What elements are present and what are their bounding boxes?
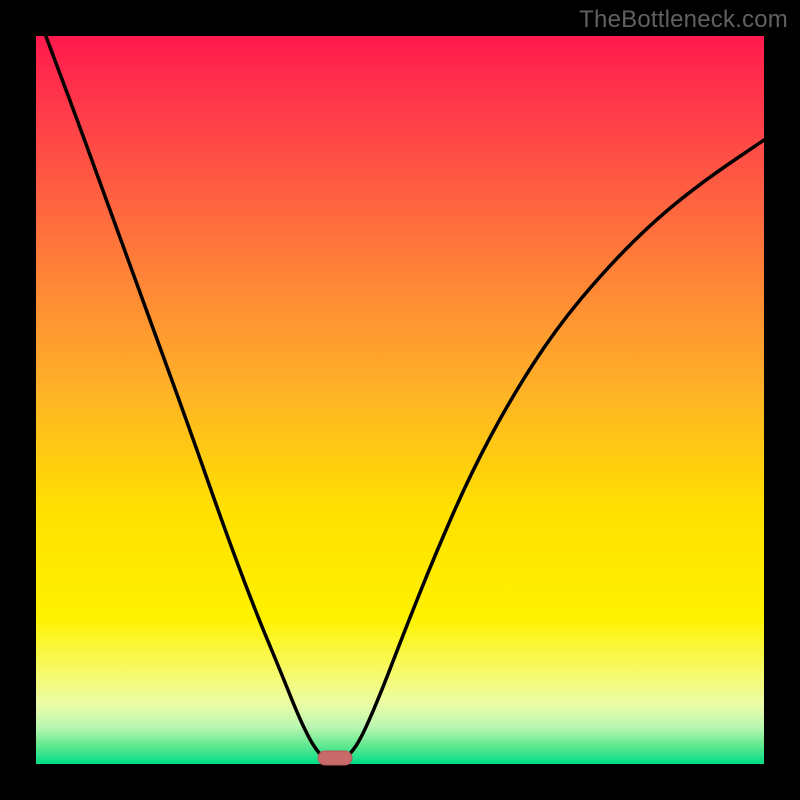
optimal-marker [318, 751, 352, 765]
chart-container: TheBottleneck.com [0, 0, 800, 800]
plot-background [36, 36, 764, 764]
bottleneck-chart [0, 0, 800, 800]
watermark-text: TheBottleneck.com [579, 6, 788, 34]
